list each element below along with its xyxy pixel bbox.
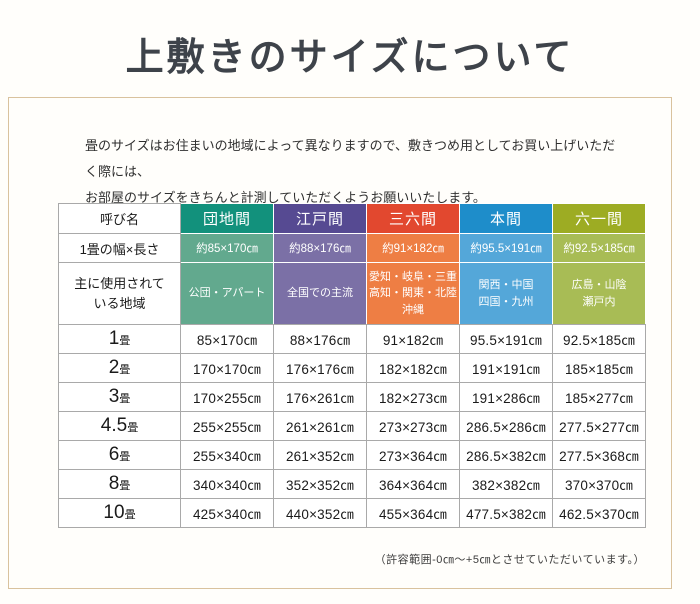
size-row-label: 1畳 — [58, 324, 181, 354]
tatami-size-table: 呼び名 団地間 江戸間 三六間 本間 六一間 1畳の幅×長さ 約85×170㎝ … — [58, 203, 646, 528]
size-value-cell: 286.5×286㎝ — [459, 411, 553, 441]
region-cell: 全国での主流 — [273, 262, 367, 325]
size-row-4-5jo: 4.5畳 255×255㎝ 261×261㎝ 273×273㎝ 286.5×28… — [58, 411, 646, 441]
size-value-cell: 95.5×191㎝ — [459, 324, 553, 354]
size-row-2jo: 2畳 170×170㎝ 176×176㎝ 182×182㎝ 191×191㎝ 1… — [58, 353, 646, 383]
size-value-cell: 170×170㎝ — [180, 353, 274, 383]
size-value-cell: 455×364㎝ — [366, 498, 460, 528]
size-value-cell: 273×364㎝ — [366, 440, 460, 470]
size-row-label: 10畳 — [58, 498, 181, 528]
mat-count: 8 — [108, 473, 120, 494]
size-value-cell: 88×176㎝ — [273, 324, 367, 354]
size-value-cell: 255×255㎝ — [180, 411, 274, 441]
intro-text: 畳のサイズはお住まいの地域によって異なりますので、敷きつめ用としてお買い上げいた… — [85, 133, 625, 211]
column-header-sabuma: 三六間 — [366, 203, 460, 234]
size-value-cell: 185×185㎝ — [552, 353, 646, 383]
size-value-cell: 85×170㎝ — [180, 324, 274, 354]
size-row-label: 4.5畳 — [58, 411, 181, 441]
region-cell: 愛知・岐阜・三重 高知・関東・北陸 沖縄 — [366, 262, 460, 325]
column-header-rokuichima: 六一間 — [552, 203, 646, 234]
size-value-cell: 176×176㎝ — [273, 353, 367, 383]
size-row-3jo: 3畳 170×255㎝ 176×261㎝ 182×273㎝ 191×286㎝ 1… — [58, 382, 646, 412]
corner-label-cell: 呼び名 — [58, 203, 181, 234]
mat-count: 2 — [108, 357, 120, 378]
region-row: 主に使用されて いる地域 公団・アパート 全国での主流 愛知・岐阜・三重 高知・… — [58, 262, 646, 325]
mat-dimension-cell: 約92.5×185㎝ — [552, 233, 646, 263]
mat-unit: 畳 — [119, 451, 131, 463]
size-value-cell: 286.5×382㎝ — [459, 440, 553, 470]
mat-count: 6 — [108, 444, 120, 465]
size-row-10jo: 10畳 425×340㎝ 440×352㎝ 455×364㎝ 477.5×382… — [58, 498, 646, 528]
size-value-cell: 340×340㎝ — [180, 469, 274, 499]
size-value-cell: 182×182㎝ — [366, 353, 460, 383]
size-value-cell: 370×370㎝ — [552, 469, 646, 499]
mat-dimension-row: 1畳の幅×長さ 約85×170㎝ 約88×176㎝ 約91×182㎝ 約95.5… — [58, 233, 646, 263]
size-value-cell: 277.5×277㎝ — [552, 411, 646, 441]
table-header-row: 呼び名 団地間 江戸間 三六間 本間 六一間 — [58, 203, 646, 234]
mat-unit: 畳 — [119, 364, 131, 376]
size-value-cell: 91×182㎝ — [366, 324, 460, 354]
mat-unit: 畳 — [119, 480, 131, 492]
tolerance-footnote: （許容範囲-0㎝〜+5㎝とさせていただいています。） — [374, 554, 645, 566]
size-value-cell: 170×255㎝ — [180, 382, 274, 412]
mat-count: 10 — [103, 502, 125, 523]
region-cell: 広島・山陰 瀬戸内 — [552, 262, 646, 325]
column-header-danchima: 団地間 — [180, 203, 274, 234]
size-value-cell: 477.5×382㎝ — [459, 498, 553, 528]
size-value-cell: 273×273㎝ — [366, 411, 460, 441]
size-value-cell: 462.5×370㎝ — [552, 498, 646, 528]
content-frame — [8, 97, 672, 589]
page-title: 上敷きのサイズについて — [125, 37, 575, 79]
size-value-cell: 364×364㎝ — [366, 469, 460, 499]
intro-line-2: お部屋のサイズをきちんと計測していただくようお願いいたします。 — [85, 190, 486, 205]
mat-unit: 畳 — [127, 422, 139, 434]
mat-dimension-cell: 約85×170㎝ — [180, 233, 274, 263]
size-value-cell: 440×352㎝ — [273, 498, 367, 528]
size-value-cell: 191×191㎝ — [459, 353, 553, 383]
size-value-cell: 176×261㎝ — [273, 382, 367, 412]
size-value-cell: 425×340㎝ — [180, 498, 274, 528]
region-cell: 関西・中国 四国・九州 — [459, 262, 553, 325]
size-value-cell: 185×277㎝ — [552, 382, 646, 412]
size-row-8jo: 8畳 340×340㎝ 352×352㎝ 364×364㎝ 382×382㎝ 3… — [58, 469, 646, 499]
mat-unit: 畳 — [119, 335, 131, 347]
size-value-cell: 255×340㎝ — [180, 440, 274, 470]
size-value-cell: 191×286㎝ — [459, 382, 553, 412]
mat-dimension-cell: 約95.5×191㎝ — [459, 233, 553, 263]
size-row-label: 6畳 — [58, 440, 181, 470]
mat-dimension-row-label: 1畳の幅×長さ — [58, 233, 181, 263]
mat-count: 3 — [108, 386, 120, 407]
size-row-label: 3畳 — [58, 382, 181, 412]
mat-dimension-cell: 約88×176㎝ — [273, 233, 367, 263]
size-value-cell: 261×352㎝ — [273, 440, 367, 470]
size-value-cell: 352×352㎝ — [273, 469, 367, 499]
mat-unit: 畳 — [119, 393, 131, 405]
size-value-cell: 382×382㎝ — [459, 469, 553, 499]
size-row-1jo: 1畳 85×170㎝ 88×176㎝ 91×182㎝ 95.5×191㎝ 92.… — [58, 324, 646, 354]
column-header-honma: 本間 — [459, 203, 553, 234]
mat-count: 4.5 — [100, 415, 128, 436]
size-value-cell: 92.5×185㎝ — [552, 324, 646, 354]
size-row-label: 8畳 — [58, 469, 181, 499]
region-cell: 公団・アパート — [180, 262, 274, 325]
region-row-label: 主に使用されて いる地域 — [58, 262, 181, 325]
intro-line-1: 畳のサイズはお住まいの地域によって異なりますので、敷きつめ用としてお買い上げいた… — [85, 138, 616, 179]
mat-dimension-cell: 約91×182㎝ — [366, 233, 460, 263]
mat-count: 1 — [108, 328, 120, 349]
size-value-cell: 182×273㎝ — [366, 382, 460, 412]
size-row-6jo: 6畳 255×340㎝ 261×352㎝ 273×364㎝ 286.5×382㎝… — [58, 440, 646, 470]
size-value-cell: 261×261㎝ — [273, 411, 367, 441]
mat-unit: 畳 — [124, 509, 136, 521]
size-value-cell: 277.5×368㎝ — [552, 440, 646, 470]
column-header-edoma: 江戸間 — [273, 203, 367, 234]
size-row-label: 2畳 — [58, 353, 181, 383]
